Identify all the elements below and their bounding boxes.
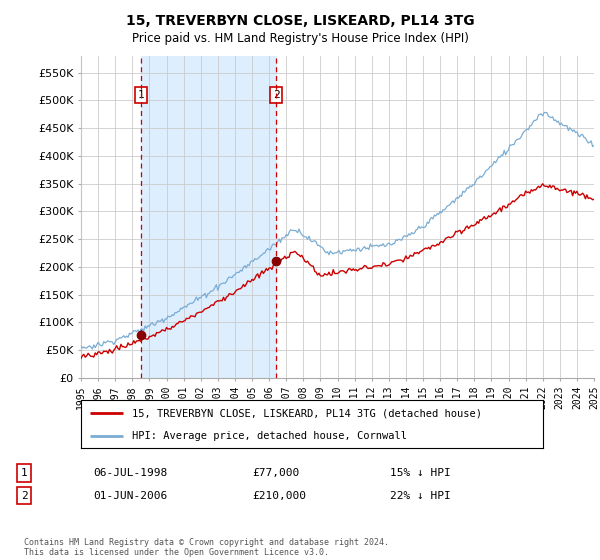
Text: 2: 2 <box>273 90 280 100</box>
Text: Price paid vs. HM Land Registry's House Price Index (HPI): Price paid vs. HM Land Registry's House … <box>131 32 469 45</box>
Text: 01-JUN-2006: 01-JUN-2006 <box>93 491 167 501</box>
Text: 1: 1 <box>20 468 28 478</box>
Text: £77,000: £77,000 <box>252 468 299 478</box>
Text: 06-JUL-1998: 06-JUL-1998 <box>93 468 167 478</box>
Text: Contains HM Land Registry data © Crown copyright and database right 2024.
This d: Contains HM Land Registry data © Crown c… <box>24 538 389 557</box>
Text: HPI: Average price, detached house, Cornwall: HPI: Average price, detached house, Corn… <box>132 431 407 441</box>
Text: 15, TREVERBYN CLOSE, LISKEARD, PL14 3TG (detached house): 15, TREVERBYN CLOSE, LISKEARD, PL14 3TG … <box>132 408 482 418</box>
Text: £210,000: £210,000 <box>252 491 306 501</box>
Text: 2: 2 <box>20 491 28 501</box>
Bar <box>141 56 276 378</box>
Text: 15, TREVERBYN CLOSE, LISKEARD, PL14 3TG: 15, TREVERBYN CLOSE, LISKEARD, PL14 3TG <box>125 14 475 28</box>
Text: 15% ↓ HPI: 15% ↓ HPI <box>390 468 451 478</box>
Text: 1: 1 <box>137 90 144 100</box>
Text: 22% ↓ HPI: 22% ↓ HPI <box>390 491 451 501</box>
